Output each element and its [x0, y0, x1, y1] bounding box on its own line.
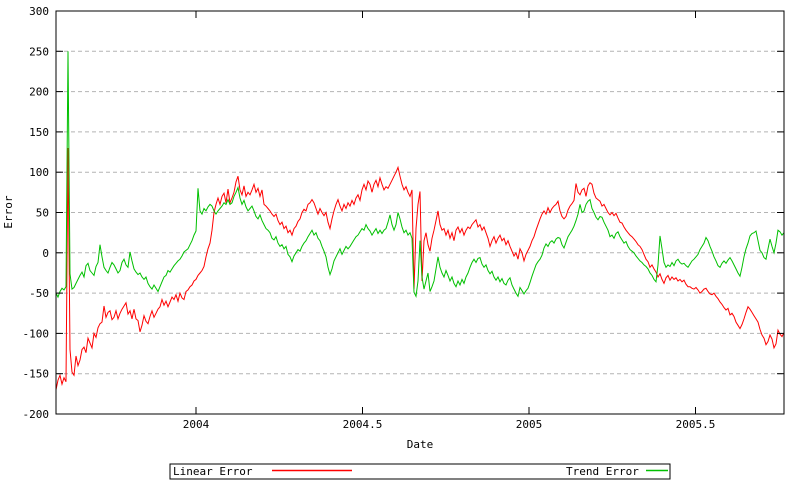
legend-label-linear-error: Linear Error [173, 465, 253, 478]
legend-label-trend-error: Trend Error [566, 465, 639, 478]
y-tick-label: 250 [29, 45, 49, 58]
y-tick-label: -100 [23, 327, 50, 340]
y-tick-label: -200 [23, 408, 50, 421]
series-trend-error [55, 51, 785, 299]
x-tick-label: 2004.5 [343, 418, 383, 431]
y-tick-label: -150 [23, 368, 50, 381]
y-axis-title: Error [2, 195, 15, 228]
y-tick-label: 50 [36, 207, 49, 220]
x-tick-label: 2004 [183, 418, 210, 431]
legend-box [169, 463, 671, 480]
y-tick-label: 100 [29, 166, 49, 179]
y-tick-label: 0 [42, 247, 49, 260]
series-linear-error [55, 147, 785, 390]
x-tick-label: 2005.5 [676, 418, 716, 431]
y-tick-label: 300 [29, 5, 49, 18]
y-tick-label: 200 [29, 86, 49, 99]
y-tick-label: 150 [29, 126, 49, 139]
x-axis-title: Date [407, 438, 434, 451]
y-tick-label: -50 [29, 287, 49, 300]
x-tick-label: 2005 [516, 418, 543, 431]
